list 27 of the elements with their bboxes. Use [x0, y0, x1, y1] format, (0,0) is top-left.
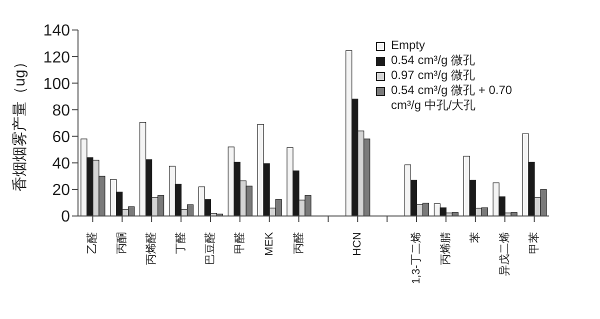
x-tick-label: 丙烯醛	[144, 232, 158, 265]
x-tick-label: 甲苯	[527, 232, 540, 254]
x-tick-label: 丙酮	[116, 232, 128, 254]
x-tick-label: 异戊二烯	[498, 232, 511, 276]
y-tick-label: 60	[52, 128, 70, 146]
y-tick-label: 20	[52, 182, 70, 200]
y-tick-label: 40	[52, 156, 70, 173]
x-tick-label: 巴豆醛	[203, 232, 216, 265]
x-tick-label: HCN	[352, 232, 364, 256]
legend-label: 0.54 cm³/g 微孔 + 0.70 cm³/g 中孔/大孔	[391, 83, 514, 113]
x-tick-label: 苯	[468, 232, 482, 243]
x-tick-label: 丁醛	[174, 232, 188, 254]
legend-label: 0.97 cm³/g 微孔	[391, 68, 476, 83]
legend-label: 0.54 cm³/g 微孔	[391, 53, 476, 68]
y-tick-label: 140	[43, 22, 70, 40]
y-tick-label: 120	[43, 49, 70, 66]
y-tick-label: 0	[61, 208, 70, 226]
x-tick-label: 乙醛	[86, 232, 99, 254]
y-tick-label: 80	[52, 102, 70, 120]
y-axis-title: 香烟烟雾产量（ug）	[11, 54, 28, 192]
x-tick-label: 丙烯腈	[438, 232, 452, 265]
x-tick-label: 丙醛	[292, 232, 305, 254]
legend-label: Empty	[391, 38, 426, 53]
x-tick-label: MEK	[263, 231, 276, 256]
x-tick-label: 1,3-丁二烯	[410, 232, 423, 284]
y-tick-label: 100	[43, 76, 70, 93]
x-tick-label: 甲醛	[232, 232, 246, 254]
